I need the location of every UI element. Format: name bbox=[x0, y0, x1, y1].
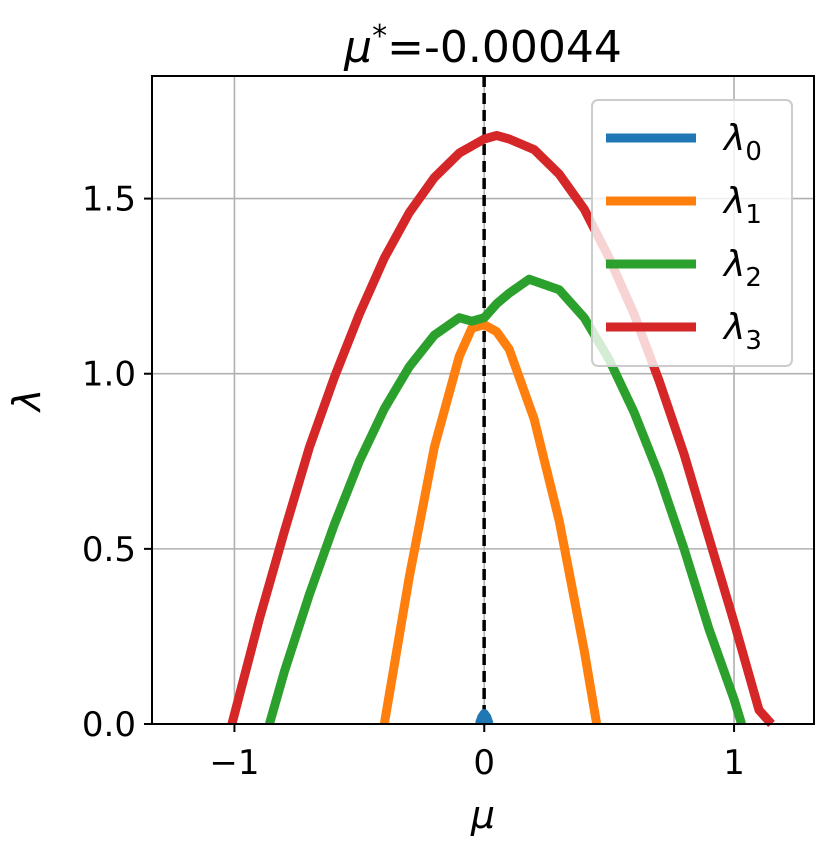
series-line-3 bbox=[227, 131, 775, 727]
x-tick-label: 1 bbox=[723, 743, 745, 783]
title-value: =-0.00044 bbox=[387, 22, 622, 73]
tick-layer: −1 0 1 0.0 0.5 1.0 1.5 bbox=[82, 180, 745, 783]
title-prefix: μ bbox=[343, 22, 372, 73]
y-tick-label: 0.5 bbox=[82, 530, 136, 570]
x-axis-title: μ bbox=[470, 793, 495, 837]
legend: λ0 λ1 λ2 λ3 bbox=[591, 99, 793, 367]
legend-label: λ0 bbox=[722, 118, 762, 167]
legend-label: λ1 bbox=[722, 181, 762, 230]
chart-title: μ*=-0.00044 bbox=[343, 19, 622, 73]
series-layer bbox=[227, 131, 775, 727]
legend-box bbox=[591, 99, 793, 367]
y-axis-title: λ bbox=[5, 389, 49, 414]
series-line-2 bbox=[265, 274, 746, 726]
series-line-0 bbox=[475, 709, 494, 726]
plot-frame bbox=[151, 75, 815, 725]
x-tick-label: 0 bbox=[473, 743, 495, 783]
y-tick-label: 1.5 bbox=[82, 180, 136, 220]
series-line-1 bbox=[379, 320, 602, 725]
title-sup: * bbox=[372, 19, 387, 54]
legend-label: λ3 bbox=[722, 307, 762, 356]
legend-items: λ0 λ1 λ2 λ3 bbox=[606, 118, 762, 356]
x-tick-label: −1 bbox=[209, 743, 259, 783]
y-tick-label: 0.0 bbox=[82, 705, 136, 745]
legend-label: λ2 bbox=[722, 244, 762, 293]
y-tick-label: 1.0 bbox=[82, 355, 136, 395]
